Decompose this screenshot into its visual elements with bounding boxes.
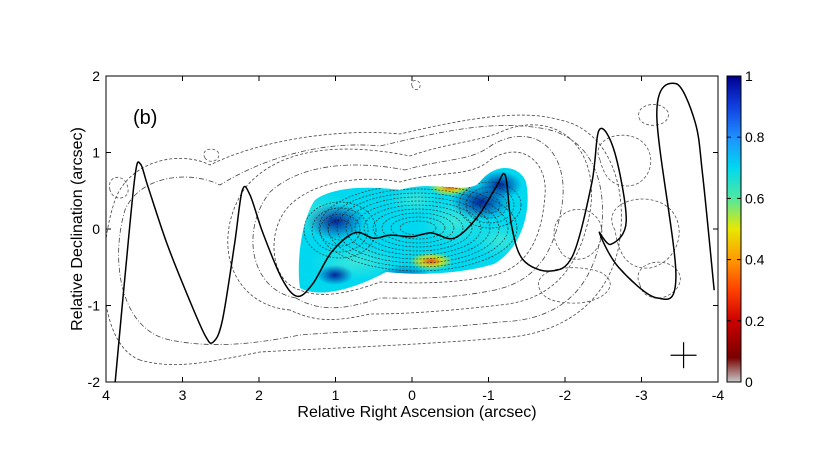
inner-contour [472,191,508,219]
inner-contour [327,219,353,241]
y-tick-label: 2 [92,68,100,84]
helix-curve [114,82,715,382]
contour-island [109,176,129,199]
colorbar-tick-label: 0 [745,374,753,390]
y-tick-label: 0 [92,221,100,237]
inner-contour [390,216,446,240]
y-tick-label: -1 [88,298,101,314]
map-patch-high [317,265,353,285]
y-tick-labels: 2 1 0 -1 -2 [88,68,101,390]
contour-line [227,124,592,320]
x-tick-labels: 4 3 2 1 0 -1 -2 -3 -4 [102,387,724,403]
colorbar-tick-label: 0.6 [745,190,765,206]
colorbar-tick-label: 0.4 [745,252,765,268]
x-tick-label: -3 [635,387,648,403]
x-tick-label: -1 [482,387,495,403]
inner-contour [311,207,369,253]
contour-line [252,135,564,309]
map-patch [470,222,528,258]
contour-island [411,80,421,90]
axis-ticks [105,75,719,383]
inner-contour [319,213,361,247]
inner-contour [381,212,455,244]
x-tick-label: -2 [559,387,572,403]
colorbar-tick-label: 1 [745,68,753,84]
inner-contour [336,192,500,264]
y-axis-label: Relative Declination (arcsec) [69,127,86,331]
inner-contour [399,220,437,236]
beam-cross-marker [670,342,697,369]
contour-island [597,134,652,187]
inner-contour [372,208,464,248]
contour-island [638,104,669,126]
contour-island [538,267,611,304]
map-patch-high [305,203,366,240]
map-patch [390,186,440,214]
contour-lines [106,80,681,365]
contour-island [611,198,680,269]
inner-contour [465,186,515,224]
map-patch-low [409,252,454,271]
x-tick-label: 1 [332,387,340,403]
colorbar-ticks: 0 0.2 0.4 0.6 0.8 1 [727,68,765,390]
inner-contour [303,201,377,259]
x-tick-label: -4 [712,387,725,403]
x-tick-label: 2 [255,387,263,403]
map-patch-low [428,177,473,196]
panel-label: (b) [133,107,157,129]
contour-island [203,148,220,162]
plot-area: (b) [105,75,719,383]
contour-island [553,208,603,260]
inner-contour [354,200,482,256]
inner-contour [363,204,473,252]
colorbar-tick-label: 0.2 [745,313,765,329]
colorbar-gradient [726,75,742,383]
y-tick-label: -2 [88,374,101,390]
colorbar-tick-label: 0.8 [745,129,765,145]
inner-contour [458,181,522,229]
x-tick-label: 0 [408,387,416,403]
y-tick-label: 1 [92,145,100,161]
x-axis-label: Relative Right Ascension (arcsec) [297,404,536,421]
colorbar: 0 0.2 0.4 0.6 0.8 1 [726,68,765,390]
contour-island [637,261,681,299]
contour-line [118,125,603,345]
x-tick-label: 3 [179,387,187,403]
x-tick-label: 4 [102,387,110,403]
map-patch-high [478,171,522,199]
